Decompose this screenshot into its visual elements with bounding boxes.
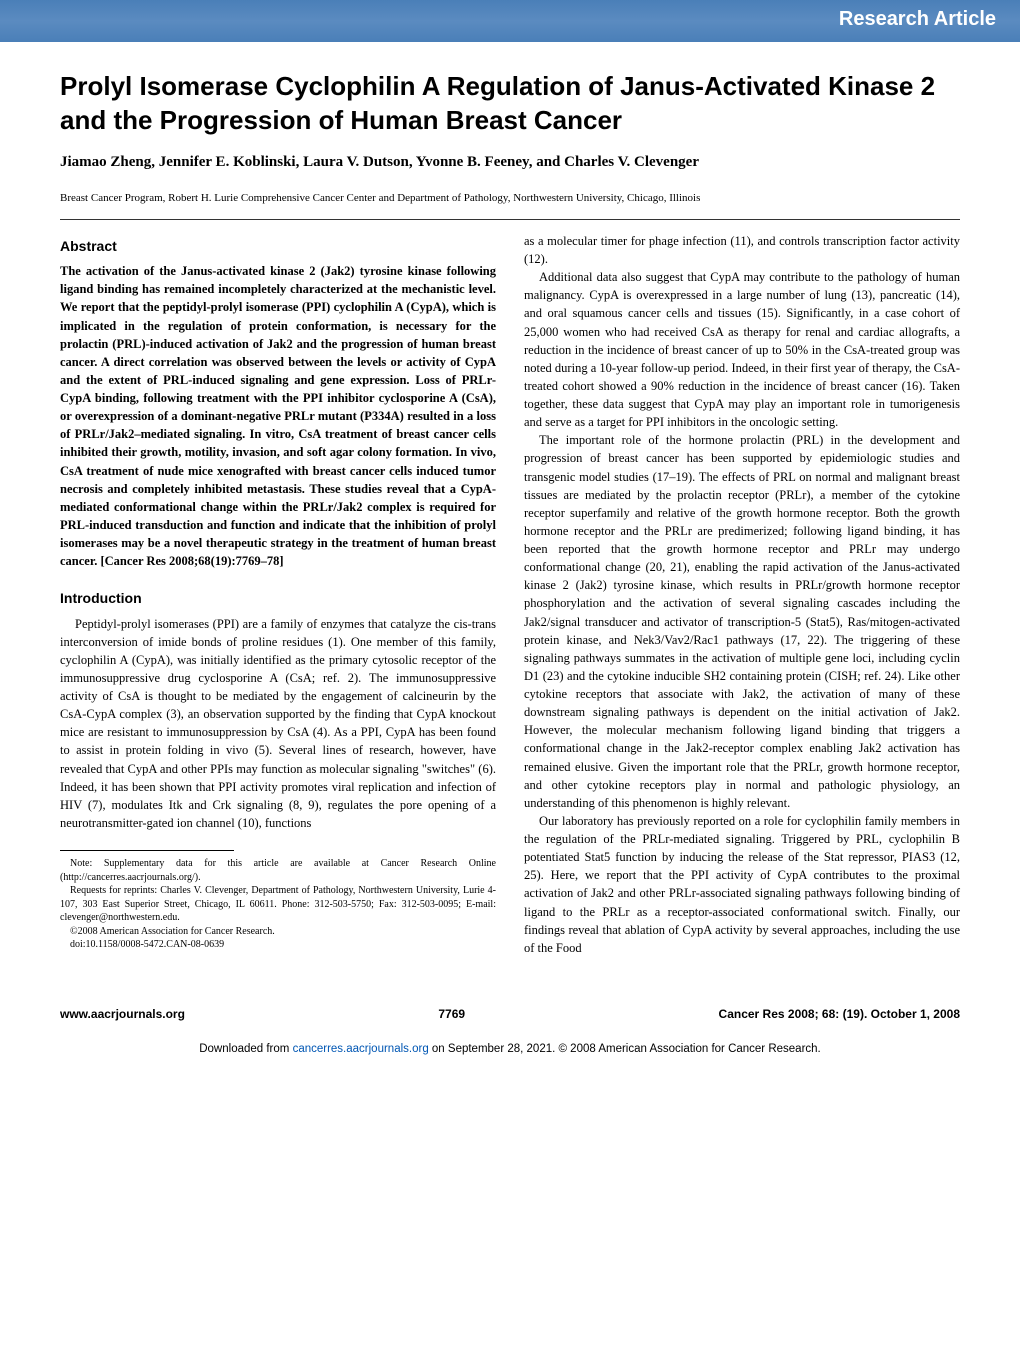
introduction-text: Peptidyl-prolyl isomerases (PPI) are a f… — [60, 615, 496, 833]
page-footer: www.aacrjournals.org 7769 Cancer Res 200… — [0, 997, 1020, 1031]
page-number: 7769 — [438, 1007, 465, 1021]
intro-paragraph-1: Peptidyl-prolyl isomerases (PPI) are a f… — [60, 615, 496, 833]
research-article-label: Research Article — [839, 8, 996, 31]
col2-paragraph-2: Additional data also suggest that CypA m… — [524, 268, 960, 431]
footer-citation: Cancer Res 2008; 68: (19). October 1, 20… — [719, 1007, 960, 1021]
download-link[interactable]: cancerres.aacrjournals.org — [293, 1043, 429, 1055]
abstract-heading: Abstract — [60, 236, 496, 256]
article-title: Prolyl Isomerase Cyclophilin A Regulatio… — [60, 70, 960, 138]
download-text-after: on September 28, 2021. © 2008 American A… — [429, 1043, 821, 1055]
authors-line: Jiamao Zheng, Jennifer E. Koblinski, Lau… — [60, 154, 960, 171]
footnote-divider — [60, 850, 234, 851]
divider-line — [60, 219, 960, 220]
introduction-heading: Introduction — [60, 588, 496, 608]
right-column: as a molecular timer for phage infection… — [524, 232, 960, 957]
abstract-text: The activation of the Janus-activated ki… — [60, 262, 496, 570]
footnotes: Note: Supplementary data for this articl… — [60, 857, 496, 952]
download-note: Downloaded from cancerres.aacrjournals.o… — [0, 1031, 1020, 1067]
footnote-doi: doi:10.1158/0008-5472.CAN-08-0639 — [60, 938, 496, 952]
left-column: Abstract The activation of the Janus-act… — [60, 232, 496, 957]
col2-paragraph-4: Our laboratory has previously reported o… — [524, 812, 960, 957]
article-content: Prolyl Isomerase Cyclophilin A Regulatio… — [0, 42, 1020, 977]
right-column-text: as a molecular timer for phage infection… — [524, 232, 960, 957]
download-text-before: Downloaded from — [199, 1043, 292, 1055]
header-bar: Research Article — [0, 0, 1020, 42]
affiliation: Breast Cancer Program, Robert H. Lurie C… — [60, 191, 960, 205]
footnote-note: Note: Supplementary data for this articl… — [60, 857, 496, 884]
footer-url: www.aacrjournals.org — [60, 1007, 185, 1021]
col2-paragraph-1: as a molecular timer for phage infection… — [524, 232, 960, 268]
col2-paragraph-3: The important role of the hormone prolac… — [524, 431, 960, 812]
footnote-reprints: Requests for reprints: Charles V. Cleven… — [60, 884, 496, 925]
footnote-copyright: ©2008 American Association for Cancer Re… — [60, 925, 496, 939]
two-column-layout: Abstract The activation of the Janus-act… — [60, 232, 960, 957]
